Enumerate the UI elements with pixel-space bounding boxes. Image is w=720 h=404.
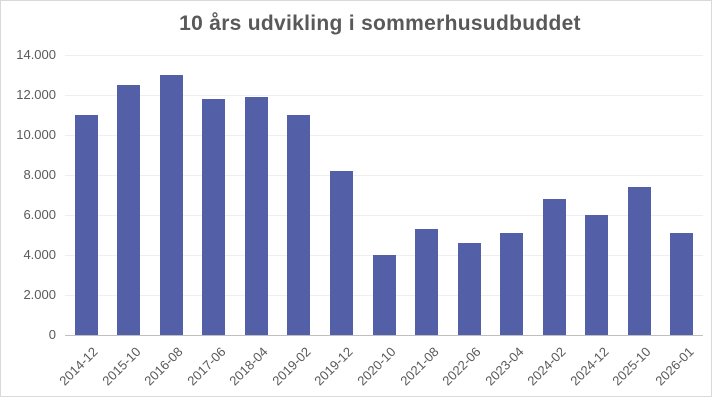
bar-2024-12 bbox=[585, 215, 609, 335]
bar-2019-12 bbox=[329, 171, 353, 335]
chart-title: 10 års udvikling i sommerhusudbuddet bbox=[179, 12, 581, 35]
bar-2019-02 bbox=[287, 115, 311, 335]
x-axis-line bbox=[65, 335, 703, 336]
bar-2017-06 bbox=[202, 99, 226, 335]
gridline bbox=[65, 175, 703, 176]
bar-2025-10 bbox=[627, 187, 651, 335]
bar-2020-10 bbox=[372, 255, 396, 335]
bar-2014-12 bbox=[74, 115, 98, 335]
y-tick-label: 0 bbox=[48, 327, 56, 342]
gridline bbox=[65, 135, 703, 136]
y-tick-label: 8.000 bbox=[23, 167, 56, 182]
y-tick-label: 6.000 bbox=[23, 207, 56, 222]
y-tick-label: 12.000 bbox=[16, 87, 56, 102]
bar-2018-04 bbox=[244, 97, 268, 335]
y-tick-label: 4.000 bbox=[23, 247, 56, 262]
y-tick-label: 10.000 bbox=[16, 127, 56, 142]
plot-area bbox=[65, 55, 703, 336]
y-tick-label: 2.000 bbox=[23, 287, 56, 302]
bar-2022-06 bbox=[457, 243, 481, 335]
bar-2021-08 bbox=[415, 229, 439, 335]
bar-2016-08 bbox=[159, 75, 183, 335]
bar-2026-01 bbox=[670, 233, 694, 335]
gridline bbox=[65, 95, 703, 96]
bar-2015-10 bbox=[117, 85, 141, 335]
gridline bbox=[65, 55, 703, 56]
gridline bbox=[65, 215, 703, 216]
bar-2023-04 bbox=[500, 233, 524, 335]
bar-2024-02 bbox=[542, 199, 566, 335]
y-tick-label: 14.000 bbox=[16, 47, 56, 62]
